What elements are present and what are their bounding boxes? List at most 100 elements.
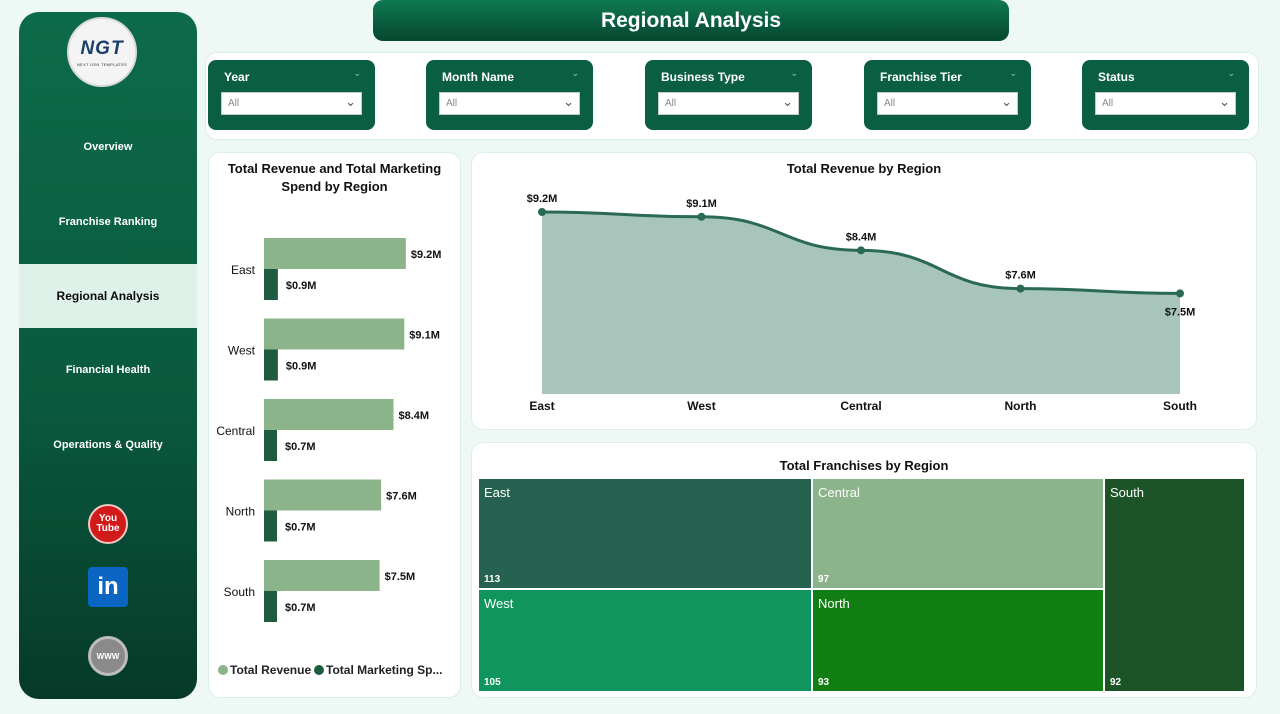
status-select[interactable]: All ⌄ [1095,92,1236,115]
filter-label: Franchise Tier [880,70,962,84]
data-point[interactable] [1016,284,1025,293]
youtube-icon-you: You [98,513,118,524]
revenue-bar[interactable] [264,399,394,430]
x-tick-label: West [687,399,715,413]
business-type-select[interactable]: All ⌄ [658,92,799,115]
chevron-down-icon: ⌄ [782,94,793,109]
marketing-data-label: $0.9M [286,361,317,373]
marketing-bar[interactable] [264,510,277,542]
chevron-down-icon[interactable]: ⌄ [790,68,798,78]
select-value: All [665,98,677,109]
revenue-marketing-chart-panel: Total Revenue and Total Marketing Spend … [208,152,461,698]
revenue-bar[interactable] [264,479,382,511]
youtube-icon[interactable]: You Tube [88,504,128,544]
legend-marker-revenue [218,665,228,675]
select-value: All [1102,98,1114,109]
select-value: All [446,98,458,109]
month-name-select[interactable]: All ⌄ [439,92,580,115]
revenue-bar[interactable] [264,238,406,269]
marketing-bar[interactable] [264,430,277,461]
chevron-down-icon[interactable]: ⌄ [571,68,579,78]
data-point[interactable] [538,208,546,216]
data-point[interactable] [857,246,865,255]
marketing-bar[interactable] [264,349,278,381]
chevron-down-icon: ⌄ [345,94,356,109]
x-tick-label: South [1163,399,1197,413]
marketing-data-label: $0.7M [285,441,316,453]
treemap-cell-north[interactable]: North 93 [812,589,1104,692]
logo: NGT NEXT GEN TEMPLATES [67,17,137,87]
filter-label: Business Type [661,70,745,84]
filter-month-name: Month Name ⌄ All ⌄ [426,60,593,130]
category-label: South [224,585,255,599]
x-tick-label: Central [840,399,881,413]
treemap-cell-central[interactable]: Central 97 [812,478,1104,589]
chevron-down-icon: ⌄ [1001,94,1012,109]
area-fill [542,212,1180,394]
legend-marker-marketing [314,665,324,675]
select-value: All [884,98,896,109]
nav-item-franchise-ranking[interactable]: Franchise Ranking [58,216,158,228]
filter-label: Month Name [442,70,514,84]
revenue-data-label: $9.1M [409,330,440,342]
treemap-cell-value: 92 [1110,677,1122,688]
data-label: $8.4M [846,231,877,243]
chevron-down-icon[interactable]: ⌄ [1227,68,1235,78]
revenue-bar[interactable] [264,318,405,350]
chart-title: Total Revenue by Region [786,161,942,176]
nav-item-overview[interactable]: Overview [83,141,133,153]
chevron-down-icon: ⌄ [1219,94,1230,109]
chart-title: Total Revenue and Total Marketing Spend … [227,161,442,194]
treemap-cell-south[interactable]: South 92 [1104,478,1245,692]
filter-business-type: Business Type ⌄ All ⌄ [645,60,812,130]
treemap-cell-label: North [818,596,850,611]
filter-status: Status ⌄ All ⌄ [1082,60,1249,130]
marketing-data-label: $0.7M [285,602,316,614]
sidebar: NGT NEXT GEN TEMPLATES Overview Franchis… [19,12,197,699]
revenue-data-label: $9.2M [411,249,442,261]
treemap-cell-label: South [1110,485,1144,500]
data-point[interactable] [1176,289,1184,298]
treemap-cell-value: 113 [484,574,501,585]
nav-item-operations-quality[interactable]: Operations & Quality [53,439,163,451]
x-tick-label: North [1005,399,1037,413]
data-label: $7.6M [1005,270,1036,282]
franchise-tier-select[interactable]: All ⌄ [877,92,1018,115]
filter-label: Status [1098,70,1135,84]
legend-label-marketing: Total Marketing Sp... [326,663,442,677]
chevron-down-icon[interactable]: ⌄ [353,68,361,78]
linkedin-icon[interactable]: in [88,567,128,607]
treemap-cell-east[interactable]: East 113 [478,478,812,589]
filter-label: Year [224,70,250,84]
chart-title: Total Franchises by Region [779,458,949,473]
treemap-cell-label: East [484,485,511,500]
treemap-cell-west[interactable]: West 105 [478,589,812,692]
category-label: North [226,505,255,519]
x-tick-label: East [529,399,554,413]
revenue-data-label: $8.4M [399,410,430,422]
globe-icon[interactable]: WWW [88,636,128,676]
chevron-down-icon: ⌄ [563,94,574,109]
legend-label-revenue: Total Revenue [230,663,311,677]
marketing-bar[interactable] [264,269,278,300]
nav-item-financial-health[interactable]: Financial Health [65,364,151,376]
treemap-cell-value: 93 [818,677,830,688]
nav-item-regional-analysis[interactable]: Regional Analysis [19,264,197,328]
treemap-cell-label: West [484,596,514,611]
marketing-bar[interactable] [264,591,277,622]
treemap-cell-value: 105 [484,677,501,688]
filter-year: Year ⌄ All ⌄ [208,60,375,130]
treemap-cell-label: Central [818,485,860,500]
select-value: All [228,98,240,109]
chevron-down-icon[interactable]: ⌄ [1009,68,1017,78]
data-point[interactable] [697,212,706,221]
revenue-data-label: $7.6M [386,491,417,503]
marketing-data-label: $0.9M [286,280,317,292]
revenue-bar[interactable] [264,560,380,591]
data-label: $9.2M [527,193,558,205]
data-label: $9.1M [686,198,717,210]
data-label: $7.5M [1165,306,1196,318]
franchises-by-region-panel: Total Franchises by Region East 113 Centra… [471,442,1257,698]
year-select[interactable]: All ⌄ [221,92,362,115]
category-label: Central [216,424,255,438]
